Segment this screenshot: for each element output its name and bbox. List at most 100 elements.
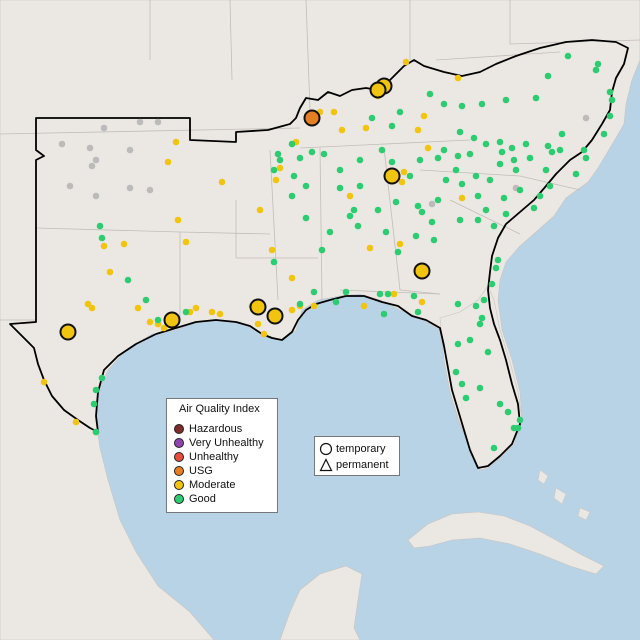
- station-marker-moderate[interactable]: [40, 378, 48, 386]
- station-marker-good[interactable]: [502, 96, 510, 104]
- station-marker-good[interactable]: [414, 202, 422, 210]
- station-marker-moderate[interactable]: [164, 158, 172, 166]
- station-marker-moderate[interactable]: [88, 304, 96, 312]
- station-marker-good[interactable]: [98, 234, 106, 242]
- station-marker-good[interactable]: [288, 192, 296, 200]
- station-marker-good[interactable]: [580, 146, 588, 154]
- station-marker-good[interactable]: [346, 212, 354, 220]
- station-marker-moderate[interactable]: [330, 108, 338, 116]
- station-marker-moderate[interactable]: [400, 168, 408, 176]
- station-marker-moderate[interactable]: [260, 330, 268, 338]
- station-marker-good[interactable]: [572, 170, 580, 178]
- station-marker-moderate[interactable]: [208, 308, 216, 316]
- station-marker-good[interactable]: [500, 194, 508, 202]
- station-marker-good[interactable]: [320, 150, 328, 158]
- temporary-monitor-usg[interactable]: [303, 109, 321, 127]
- station-marker-good[interactable]: [368, 114, 376, 122]
- station-marker-good[interactable]: [418, 208, 426, 216]
- station-marker-moderate[interactable]: [420, 112, 428, 120]
- station-marker-good[interactable]: [310, 288, 318, 296]
- station-marker-good[interactable]: [472, 172, 480, 180]
- station-marker-good[interactable]: [484, 348, 492, 356]
- station-marker-moderate[interactable]: [458, 194, 466, 202]
- station-marker-moderate[interactable]: [174, 216, 182, 224]
- station-marker-good[interactable]: [270, 166, 278, 174]
- station-marker-good[interactable]: [434, 154, 442, 162]
- station-marker-moderate[interactable]: [414, 126, 422, 134]
- station-marker-good[interactable]: [492, 264, 500, 272]
- station-marker-good[interactable]: [508, 144, 516, 152]
- station-marker-good[interactable]: [90, 400, 98, 408]
- station-marker-good[interactable]: [478, 100, 486, 108]
- station-marker-good[interactable]: [154, 316, 162, 324]
- station-marker-good[interactable]: [392, 198, 400, 206]
- station-marker-good[interactable]: [594, 60, 602, 68]
- station-markers[interactable]: [40, 52, 616, 452]
- station-marker-good[interactable]: [544, 142, 552, 150]
- station-marker-good[interactable]: [512, 166, 520, 174]
- station-marker-no-data[interactable]: [66, 182, 74, 190]
- station-marker-moderate[interactable]: [72, 418, 80, 426]
- station-marker-no-data[interactable]: [146, 186, 154, 194]
- station-marker-good[interactable]: [494, 256, 502, 264]
- station-marker-good[interactable]: [462, 394, 470, 402]
- station-marker-moderate[interactable]: [338, 126, 346, 134]
- station-marker-moderate[interactable]: [276, 164, 284, 172]
- station-marker-good[interactable]: [516, 186, 524, 194]
- station-marker-good[interactable]: [498, 148, 506, 156]
- station-marker-good[interactable]: [378, 146, 386, 154]
- station-marker-moderate[interactable]: [424, 144, 432, 152]
- station-marker-moderate[interactable]: [256, 206, 264, 214]
- station-marker-moderate[interactable]: [360, 302, 368, 310]
- station-marker-good[interactable]: [454, 300, 462, 308]
- station-marker-good[interactable]: [302, 214, 310, 222]
- station-marker-moderate[interactable]: [182, 238, 190, 246]
- station-marker-good[interactable]: [442, 176, 450, 184]
- station-marker-no-data[interactable]: [58, 140, 66, 148]
- station-marker-good[interactable]: [434, 196, 442, 204]
- station-marker-good[interactable]: [454, 340, 462, 348]
- station-marker-good[interactable]: [600, 130, 608, 138]
- station-marker-good[interactable]: [548, 148, 556, 156]
- temporary-monitor-moderate[interactable]: [266, 307, 284, 325]
- station-marker-good[interactable]: [308, 148, 316, 156]
- station-marker-good[interactable]: [496, 160, 504, 168]
- station-marker-good[interactable]: [542, 166, 550, 174]
- station-marker-good[interactable]: [336, 184, 344, 192]
- station-marker-moderate[interactable]: [390, 290, 398, 298]
- station-marker-moderate[interactable]: [172, 138, 180, 146]
- station-marker-moderate[interactable]: [362, 124, 370, 132]
- station-marker-good[interactable]: [354, 222, 362, 230]
- station-marker-good[interactable]: [536, 192, 544, 200]
- station-marker-good[interactable]: [332, 298, 340, 306]
- station-marker-good[interactable]: [124, 276, 132, 284]
- station-marker-good[interactable]: [356, 182, 364, 190]
- temporary-monitor-moderate[interactable]: [163, 311, 181, 329]
- station-marker-good[interactable]: [478, 314, 486, 322]
- station-marker-no-data[interactable]: [126, 146, 134, 154]
- station-marker-good[interactable]: [380, 310, 388, 318]
- station-marker-good[interactable]: [356, 156, 364, 164]
- station-marker-good[interactable]: [486, 176, 494, 184]
- station-marker-good[interactable]: [476, 384, 484, 392]
- station-marker-good[interactable]: [406, 172, 414, 180]
- station-marker-good[interactable]: [302, 182, 310, 190]
- station-marker-moderate[interactable]: [310, 302, 318, 310]
- station-marker-moderate[interactable]: [398, 178, 406, 186]
- station-marker-moderate[interactable]: [288, 274, 296, 282]
- station-marker-good[interactable]: [410, 292, 418, 300]
- station-marker-good[interactable]: [318, 246, 326, 254]
- station-marker-moderate[interactable]: [106, 268, 114, 276]
- station-marker-good[interactable]: [474, 216, 482, 224]
- station-marker-good[interactable]: [412, 232, 420, 240]
- station-marker-good[interactable]: [592, 66, 600, 74]
- station-marker-good[interactable]: [426, 90, 434, 98]
- station-marker-good[interactable]: [440, 100, 448, 108]
- station-marker-good[interactable]: [440, 146, 448, 154]
- station-marker-good[interactable]: [530, 204, 538, 212]
- station-marker-good[interactable]: [526, 154, 534, 162]
- station-marker-good[interactable]: [546, 182, 554, 190]
- station-marker-no-data[interactable]: [100, 124, 108, 132]
- station-marker-good[interactable]: [472, 302, 480, 310]
